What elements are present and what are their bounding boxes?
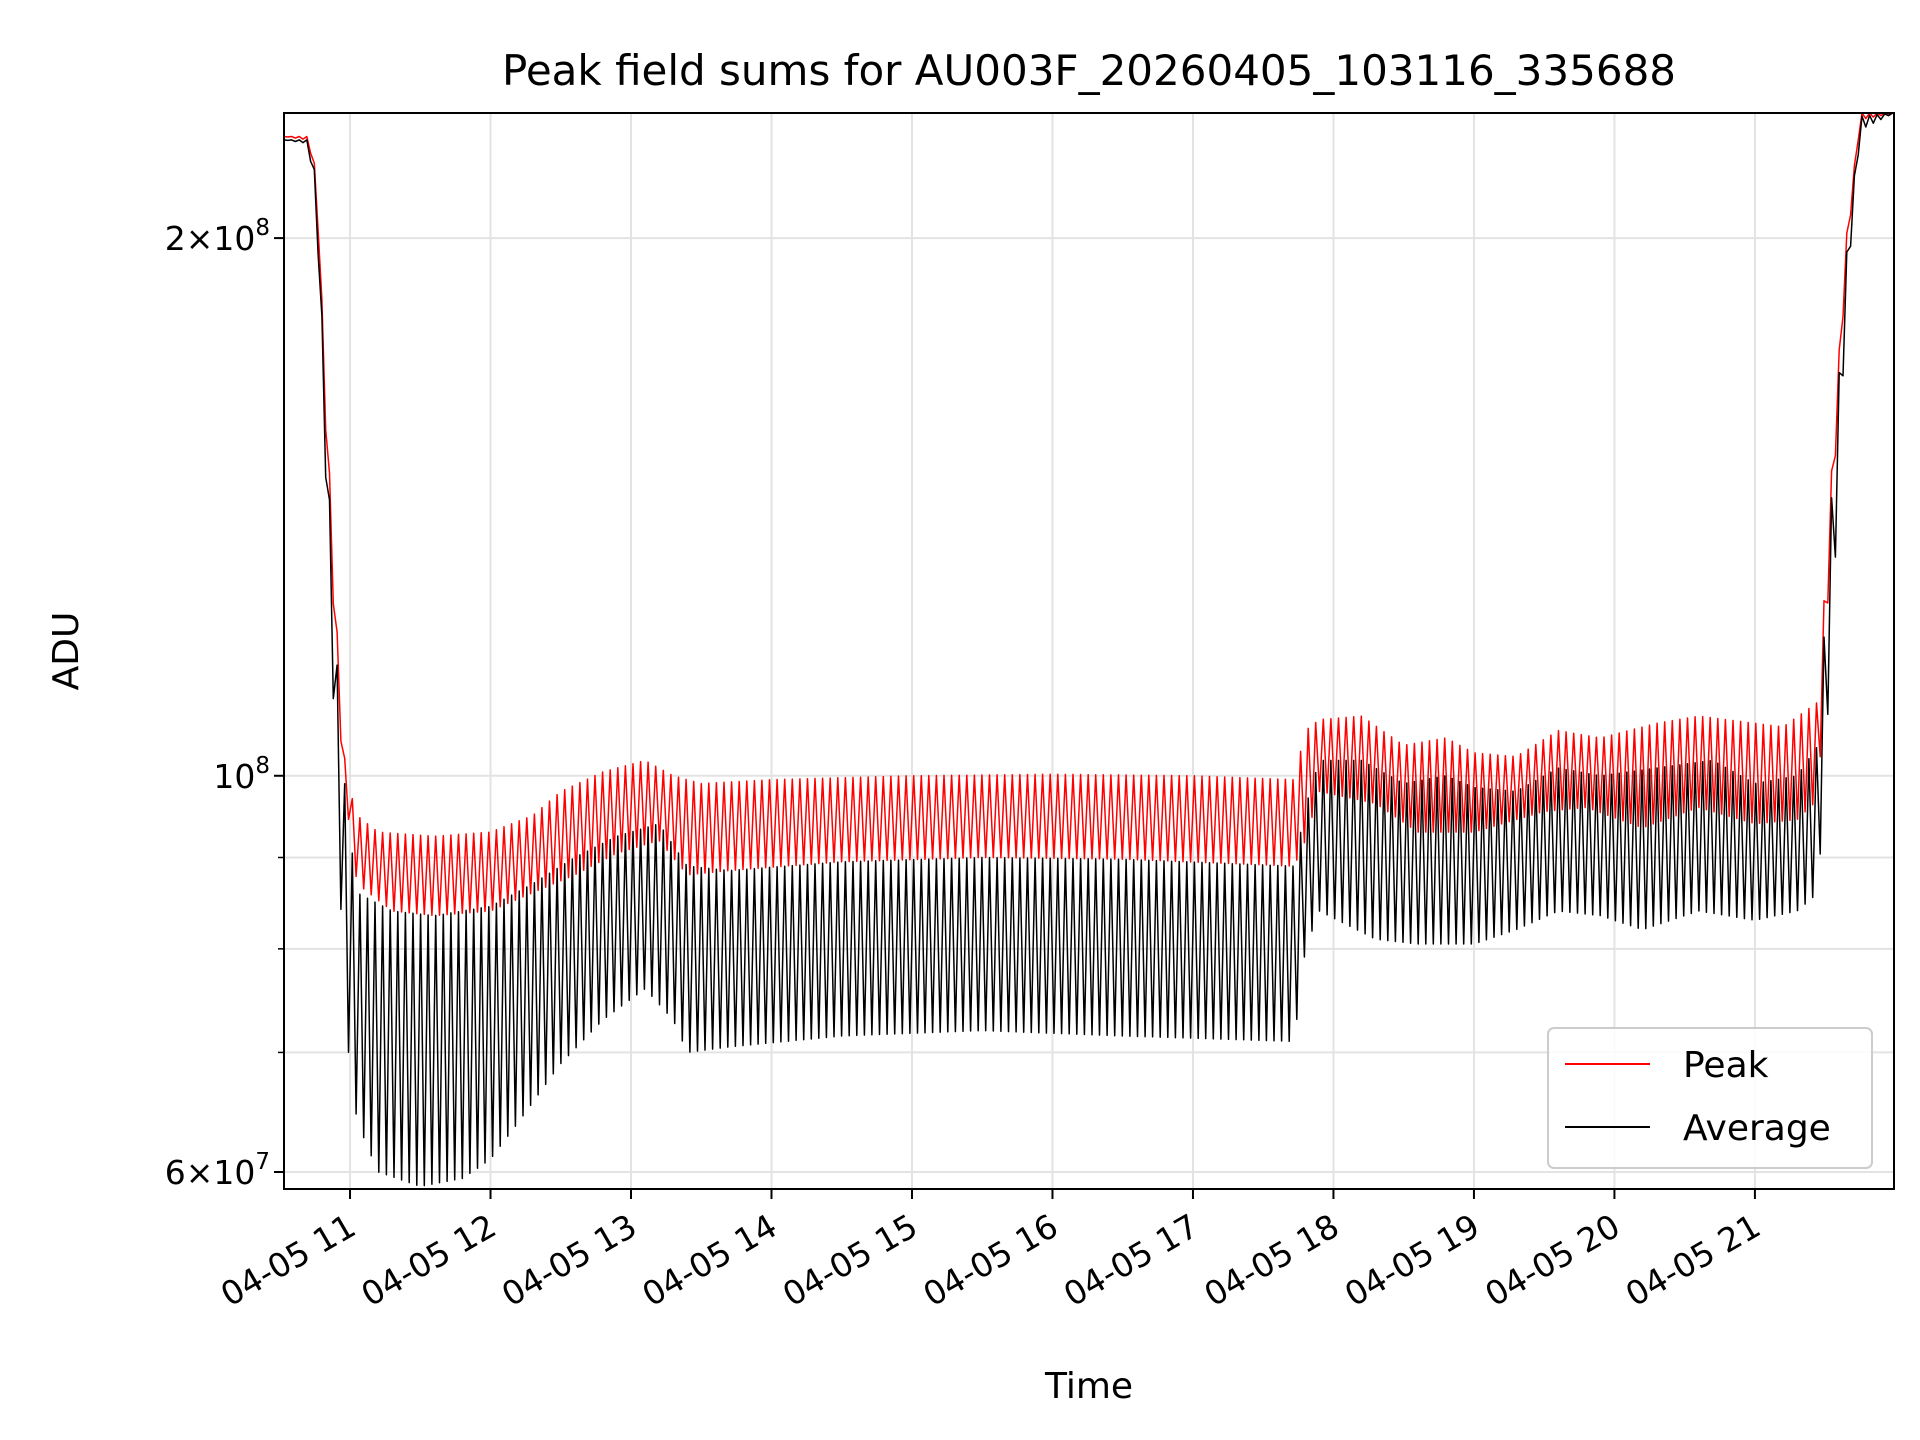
series-line-average (283, 112, 1893, 1187)
y-tick-label: 6×107 (165, 1149, 270, 1192)
legend: Peak Average (1547, 1027, 1873, 1169)
plot-frame (283, 112, 1895, 1190)
x-axis-label: Time (1044, 1366, 1133, 1407)
legend-label-average: Average (1683, 1108, 1831, 1149)
chart-title: Peak field sums for AU003F_20260405_1031… (502, 46, 1676, 95)
y-axis-label: ADU (46, 612, 87, 691)
series-line-peak (283, 112, 1893, 917)
y-tick-label: 2×108 (165, 215, 270, 258)
y-tick-label: 108 (213, 753, 270, 796)
legend-label-peak: Peak (1683, 1045, 1769, 1086)
plot-series (283, 112, 1893, 1187)
